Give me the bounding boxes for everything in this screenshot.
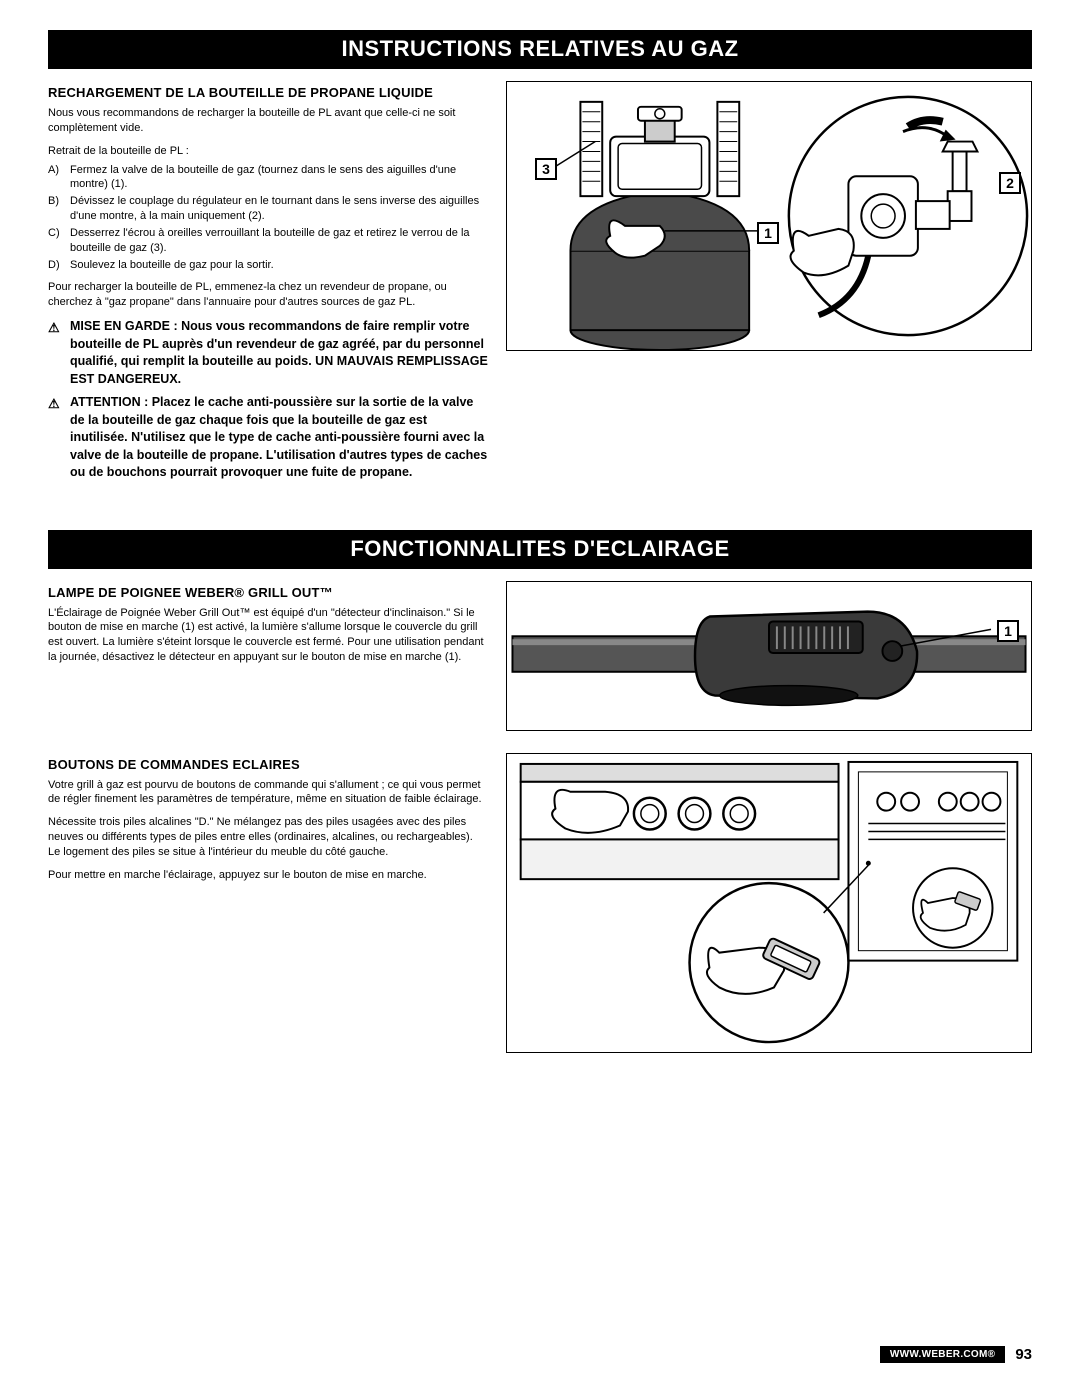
warning-attention: ⚠ ATTENTION : Placez le cache anti-pouss… (48, 394, 488, 482)
warning-icon: ⚠ (48, 395, 60, 413)
heading-rechargement: RECHARGEMENT DE LA BOUTEILLE DE PROPANE … (48, 85, 488, 100)
illustration-control-knobs (506, 753, 1032, 1053)
step-a: A)Fermez la valve de la bouteille de gaz… (48, 163, 488, 193)
step-b: B)Dévissez le couplage du régulateur en … (48, 194, 488, 224)
removal-steps-list: A)Fermez la valve de la bouteille de gaz… (48, 163, 488, 273)
heading-boutons: BOUTONS DE COMMANDES ECLAIRES (48, 757, 488, 772)
illustration-tank-regulator: 3 1 2 (506, 81, 1032, 351)
after-list-paragraph: Pour recharger la bouteille de PL, emmen… (48, 280, 488, 310)
callout-2: 2 (999, 172, 1021, 194)
list-intro: Retrait de la bouteille de PL : (48, 144, 488, 159)
boutons-p3: Pour mettre en marche l'éclairage, appuy… (48, 868, 488, 883)
section1-text-column: RECHARGEMENT DE LA BOUTEILLE DE PROPANE … (48, 81, 488, 488)
footer-url: WWW.WEBER.COM® (880, 1346, 1005, 1363)
step-d: D)Soulevez la bouteille de gaz pour la s… (48, 258, 488, 273)
step-c: C)Desserrez l'écrou à oreilles verrouill… (48, 226, 488, 256)
heading-lampe: LAMPE DE POIGNEE WEBER® GRILL OUT™ (48, 585, 488, 600)
footer-page-number: 93 (1015, 1346, 1032, 1363)
lampe-body: L'Éclairage de Poignée Weber Grill Out™ … (48, 606, 488, 665)
illustration-handle-light: 1 (506, 581, 1032, 731)
boutons-p1: Votre grill à gaz est pourvu de boutons … (48, 778, 488, 808)
lampe-text-column: LAMPE DE POIGNEE WEBER® GRILL OUT™ L'Écl… (48, 581, 488, 731)
boutons-p2: Nécessite trois piles alcalines "D." Ne … (48, 815, 488, 860)
callout-3: 3 (535, 158, 557, 180)
intro-paragraph: Nous vous recommandons de recharger la b… (48, 106, 488, 136)
callout-1: 1 (997, 620, 1019, 642)
warning-mise-en-garde: ⚠ MISE EN GARDE : Nous vous recommandons… (48, 318, 488, 388)
callout-1: 1 (757, 222, 779, 244)
boutons-text-column: BOUTONS DE COMMANDES ECLAIRES Votre gril… (48, 753, 488, 1053)
page-footer: WWW.WEBER.COM® 93 (880, 1346, 1032, 1363)
warning-icon: ⚠ (48, 319, 60, 337)
section-title-eclairage: FONCTIONNALITES D'ECLAIRAGE (48, 530, 1032, 569)
section-title-gaz: INSTRUCTIONS RELATIVES AU GAZ (48, 30, 1032, 69)
